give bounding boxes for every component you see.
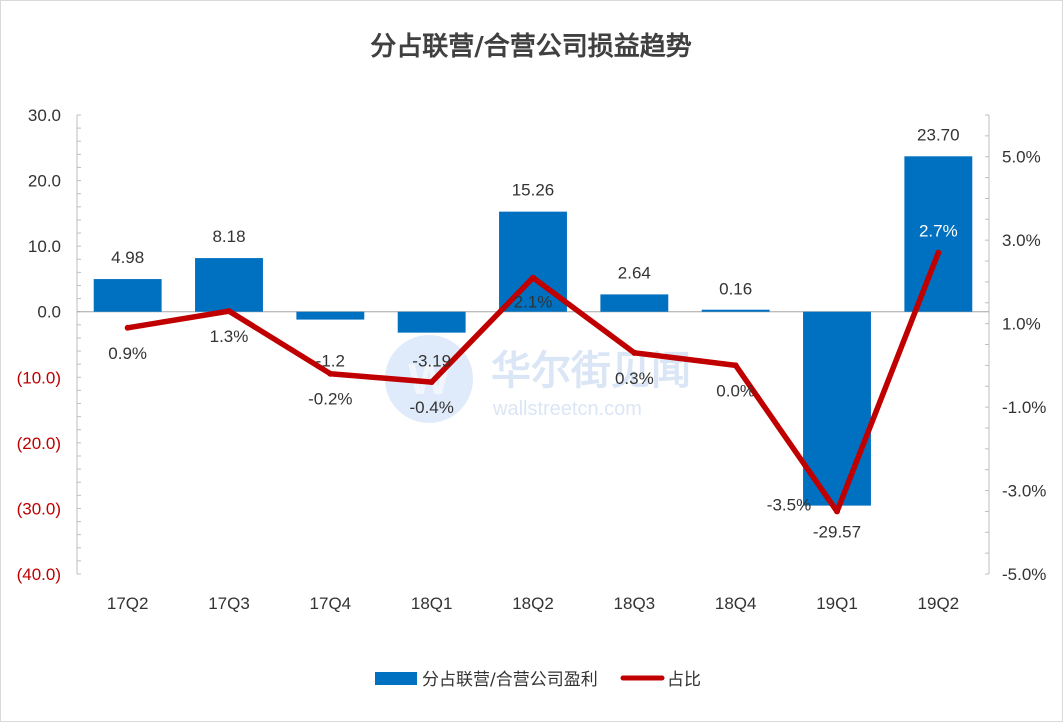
category-label: 17Q3 <box>208 594 250 613</box>
line-value-label: 1.3% <box>210 327 249 346</box>
legend-bar-swatch <box>375 672 417 685</box>
bar-value-label: 8.18 <box>212 227 245 246</box>
line-value-label: 0.0% <box>716 381 755 400</box>
bar <box>904 156 973 312</box>
category-label: 18Q4 <box>715 594 757 613</box>
right-axis-tick-label: 5.0% <box>1002 148 1041 167</box>
line-point <box>732 362 739 369</box>
category-label: 18Q3 <box>614 594 656 613</box>
right-axis-tick-label: -1.0% <box>1002 398 1046 417</box>
left-axis-tick-label: 0.0 <box>37 303 61 322</box>
bar <box>600 294 669 312</box>
line-point <box>631 349 638 356</box>
right-axis-tick-label: -3.0% <box>1002 482 1046 501</box>
category-label: 19Q2 <box>918 594 960 613</box>
bar-value-label: 2.64 <box>618 263 651 282</box>
line-value-label: -3.5% <box>767 495 811 514</box>
bar-value-label: -3.19 <box>412 352 451 371</box>
bar-value-label: 4.98 <box>111 248 144 267</box>
left-axis-tick-label: (40.0) <box>17 565 61 584</box>
bar-value-label: 23.70 <box>917 125 960 144</box>
line-value-label: 2.7% <box>919 222 958 241</box>
category-label: 17Q4 <box>310 594 352 613</box>
bar <box>195 258 263 312</box>
left-axis-tick-label: (10.0) <box>17 368 61 387</box>
bar-value-label: -1.2 <box>316 352 345 371</box>
line-point <box>935 249 942 256</box>
category-label: 19Q1 <box>816 594 858 613</box>
bar <box>296 311 365 320</box>
watermark-site: wallstreetcn.com <box>492 398 642 420</box>
left-axis-tick-label: 10.0 <box>28 237 61 256</box>
bar <box>701 309 770 312</box>
legend: 分占联营/合营公司盈利 占比 <box>375 670 701 690</box>
watermark-logo-icon <box>385 335 473 423</box>
category-label: 18Q2 <box>512 594 554 613</box>
bar <box>93 279 162 312</box>
legend-line-label: 占比 <box>667 670 701 690</box>
line-value-label: -0.4% <box>409 398 453 417</box>
left-axis-tick-label: 20.0 <box>28 172 61 191</box>
watermark: W 华尔街见闻 wallstreetcn.com <box>385 335 691 423</box>
legend-bar-label: 分占联营/合营公司盈利 <box>422 670 598 690</box>
right-axis-tick-label: 1.0% <box>1002 315 1041 334</box>
line-value-label: 0.3% <box>615 369 654 388</box>
line-point <box>834 508 840 515</box>
bar <box>397 311 466 333</box>
bar-value-label: -29.57 <box>813 523 861 542</box>
line-value-label: 2.1% <box>514 293 553 312</box>
line-point <box>530 274 536 281</box>
category-label: 18Q1 <box>411 594 453 613</box>
line-point <box>124 324 131 331</box>
line-value-label: -0.2% <box>308 390 352 409</box>
left-axis-tick-label: (20.0) <box>17 434 61 453</box>
left-axis-tick-label: (30.0) <box>17 499 61 518</box>
bar-series <box>93 156 973 506</box>
right-axis-tick-label: -5.0% <box>1002 565 1046 584</box>
right-axis-tick-label: 3.0% <box>1002 231 1041 250</box>
bar-value-label: 0.16 <box>719 280 752 299</box>
line-point <box>428 379 435 386</box>
category-label: 17Q2 <box>107 594 149 613</box>
line-point <box>327 370 334 377</box>
bar <box>803 311 871 506</box>
bar-value-label: 15.26 <box>512 181 555 200</box>
line-value-label: 0.9% <box>108 344 147 363</box>
data-labels: 4.98 8.18 -1.2 -3.19 15.26 2.64 0.16 -29.57 23.7… <box>108 125 959 541</box>
left-axis-tick-label: 30.0 <box>28 106 61 125</box>
line-point <box>226 308 232 315</box>
line-series <box>124 249 942 515</box>
chart-title: 分占联营/合营公司损益趋势 <box>370 31 692 62</box>
axes: 30.0 20.0 10.0 0.0 (10.0) (20.0) (30.0) (40.0) 5… <box>17 106 1047 613</box>
